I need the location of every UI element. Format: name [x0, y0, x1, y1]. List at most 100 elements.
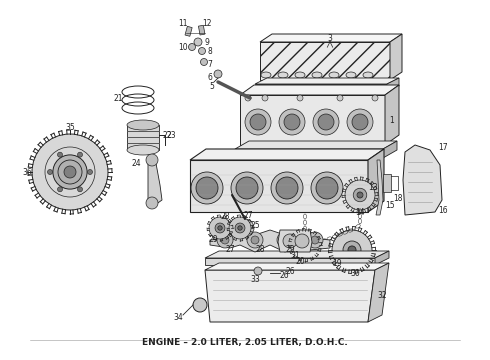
- Text: 21: 21: [113, 94, 123, 103]
- Polygon shape: [375, 251, 389, 265]
- Ellipse shape: [295, 72, 305, 78]
- Polygon shape: [368, 263, 389, 322]
- Circle shape: [295, 234, 309, 248]
- Text: ENGINE – 2.0 LITER, 2.05 LITER, D.O.H.C.: ENGINE – 2.0 LITER, 2.05 LITER, D.O.H.C.: [142, 338, 348, 347]
- Text: 18: 18: [393, 194, 403, 202]
- Polygon shape: [255, 78, 399, 84]
- Circle shape: [88, 170, 93, 175]
- Text: 29: 29: [208, 235, 218, 244]
- Circle shape: [218, 226, 222, 230]
- Circle shape: [196, 177, 218, 199]
- Circle shape: [238, 226, 242, 230]
- Circle shape: [146, 197, 158, 209]
- Text: 22: 22: [162, 131, 172, 140]
- Text: 15: 15: [385, 201, 395, 210]
- Bar: [240, 95, 385, 145]
- Circle shape: [299, 239, 311, 251]
- Circle shape: [332, 230, 372, 270]
- Polygon shape: [383, 141, 397, 158]
- Circle shape: [247, 232, 263, 248]
- Polygon shape: [387, 78, 399, 92]
- Polygon shape: [368, 149, 384, 212]
- Text: 27: 27: [225, 246, 235, 255]
- Polygon shape: [403, 145, 442, 215]
- Circle shape: [251, 236, 259, 244]
- Bar: [205, 258, 375, 265]
- Text: 17: 17: [438, 143, 448, 152]
- Circle shape: [311, 172, 343, 204]
- Circle shape: [262, 95, 268, 101]
- Text: 28: 28: [220, 212, 230, 220]
- Text: 6: 6: [208, 72, 213, 81]
- Text: 10: 10: [178, 42, 188, 51]
- Ellipse shape: [346, 72, 356, 78]
- Ellipse shape: [127, 145, 159, 155]
- Ellipse shape: [329, 72, 339, 78]
- Text: 13: 13: [368, 183, 378, 192]
- Polygon shape: [278, 230, 312, 252]
- Circle shape: [62, 164, 78, 180]
- Bar: [235, 149, 383, 158]
- Circle shape: [193, 298, 207, 312]
- Text: 31: 31: [290, 252, 300, 261]
- Text: 11: 11: [178, 18, 188, 27]
- Circle shape: [302, 242, 308, 248]
- Text: 20: 20: [295, 257, 305, 266]
- Text: 19: 19: [332, 260, 342, 269]
- Text: 29: 29: [285, 246, 295, 255]
- Circle shape: [345, 180, 375, 210]
- Circle shape: [231, 172, 263, 204]
- Circle shape: [200, 58, 207, 66]
- Text: 33: 33: [250, 275, 260, 284]
- Circle shape: [77, 152, 82, 157]
- Polygon shape: [260, 34, 402, 42]
- Circle shape: [313, 109, 339, 135]
- Ellipse shape: [261, 72, 271, 78]
- Circle shape: [236, 177, 258, 199]
- Text: 12: 12: [202, 18, 212, 27]
- Circle shape: [283, 234, 297, 248]
- Bar: [198, 25, 205, 35]
- Circle shape: [297, 95, 303, 101]
- Text: 30: 30: [350, 270, 360, 279]
- Circle shape: [64, 166, 76, 178]
- Circle shape: [32, 134, 108, 210]
- Text: 34: 34: [173, 312, 183, 321]
- Circle shape: [316, 177, 338, 199]
- Bar: [185, 26, 192, 36]
- Circle shape: [48, 170, 52, 175]
- Ellipse shape: [363, 72, 373, 78]
- Polygon shape: [205, 270, 375, 322]
- Circle shape: [236, 219, 254, 237]
- Circle shape: [284, 114, 300, 130]
- Ellipse shape: [278, 72, 288, 78]
- Polygon shape: [148, 158, 162, 205]
- Circle shape: [271, 172, 303, 204]
- Text: 26: 26: [285, 267, 295, 276]
- Circle shape: [357, 192, 363, 198]
- Circle shape: [372, 95, 378, 101]
- Circle shape: [276, 177, 298, 199]
- Polygon shape: [240, 85, 399, 95]
- Text: 26: 26: [279, 271, 289, 280]
- Circle shape: [217, 232, 233, 248]
- Circle shape: [235, 223, 245, 233]
- Polygon shape: [235, 141, 397, 149]
- Ellipse shape: [312, 72, 322, 78]
- Text: 23: 23: [166, 131, 176, 140]
- Polygon shape: [205, 251, 389, 258]
- Text: 25: 25: [250, 220, 260, 230]
- Circle shape: [337, 95, 343, 101]
- Circle shape: [194, 38, 202, 46]
- Bar: [260, 42, 390, 80]
- Text: 1: 1: [390, 116, 394, 125]
- Text: 8: 8: [208, 46, 212, 55]
- Ellipse shape: [127, 120, 159, 130]
- Circle shape: [221, 236, 229, 244]
- Bar: [127, 125, 159, 150]
- Bar: [190, 160, 368, 212]
- Text: 14: 14: [355, 207, 365, 216]
- Circle shape: [77, 187, 82, 192]
- Circle shape: [353, 188, 367, 202]
- Circle shape: [311, 236, 319, 244]
